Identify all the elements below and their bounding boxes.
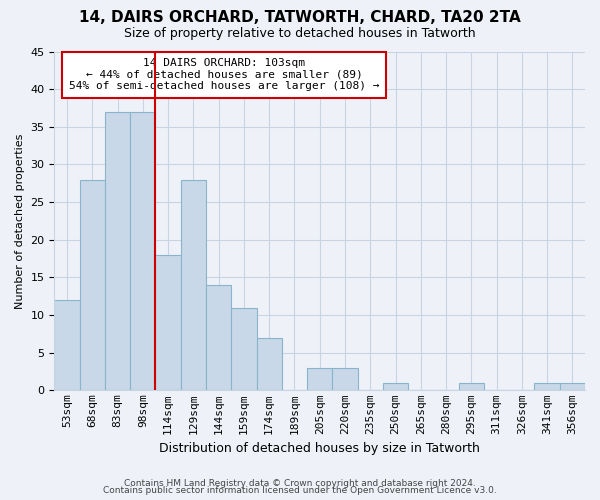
Bar	[307, 368, 332, 390]
Text: 14 DAIRS ORCHARD: 103sqm
← 44% of detached houses are smaller (89)
54% of semi-d: 14 DAIRS ORCHARD: 103sqm ← 44% of detach…	[69, 58, 379, 92]
Text: Contains HM Land Registry data © Crown copyright and database right 2024.: Contains HM Land Registry data © Crown c…	[124, 478, 476, 488]
Text: 14, DAIRS ORCHARD, TATWORTH, CHARD, TA20 2TA: 14, DAIRS ORCHARD, TATWORTH, CHARD, TA20…	[79, 10, 521, 25]
Bar	[231, 308, 257, 390]
Bar	[105, 112, 130, 390]
Bar	[458, 383, 484, 390]
Bar	[130, 112, 155, 390]
Bar	[155, 255, 181, 390]
Bar	[80, 180, 105, 390]
Bar	[332, 368, 358, 390]
Bar	[383, 383, 408, 390]
Y-axis label: Number of detached properties: Number of detached properties	[15, 134, 25, 308]
Bar	[55, 300, 80, 390]
Bar	[206, 285, 231, 391]
Bar	[181, 180, 206, 390]
Text: Size of property relative to detached houses in Tatworth: Size of property relative to detached ho…	[124, 28, 476, 40]
X-axis label: Distribution of detached houses by size in Tatworth: Distribution of detached houses by size …	[159, 442, 480, 455]
Bar	[535, 383, 560, 390]
Text: Contains public sector information licensed under the Open Government Licence v3: Contains public sector information licen…	[103, 486, 497, 495]
Bar	[257, 338, 282, 390]
Bar	[560, 383, 585, 390]
